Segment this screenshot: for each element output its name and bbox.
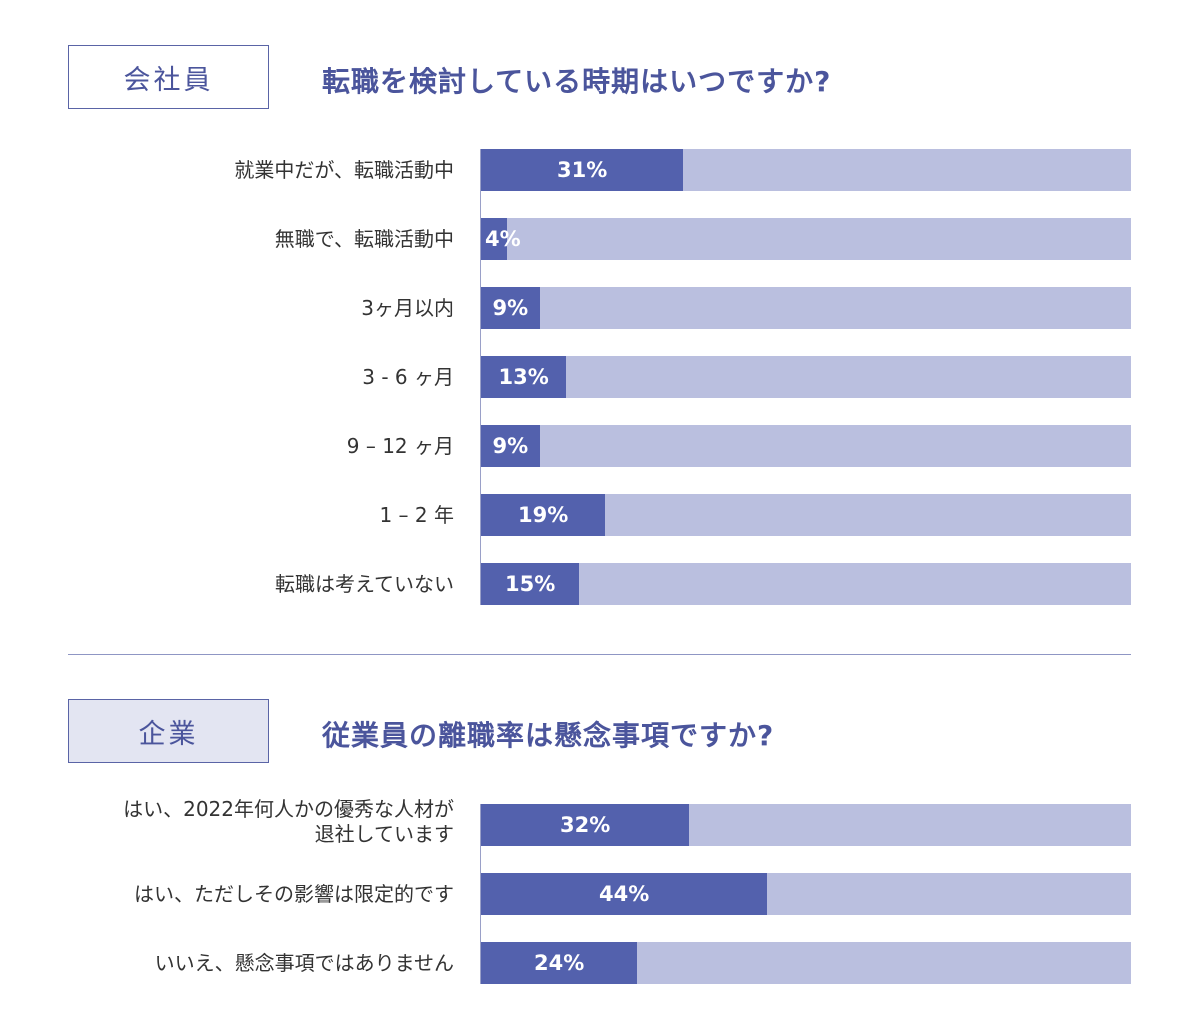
bar-row: いいえ、懸念事項ではありません 24%	[0, 942, 1201, 984]
bar-fill	[481, 563, 579, 605]
category-label: 1 – 2 年	[379, 502, 454, 527]
chart-axis-line	[480, 804, 481, 984]
bar-fill	[481, 425, 540, 467]
bar-row: はい、2022年何人かの優秀な人材が退社しています 32%	[0, 797, 1201, 846]
data-label: 9%	[492, 434, 529, 458]
bar-track: 15%	[481, 563, 1131, 605]
bar-row: 就業中だが、転職活動中 31%	[0, 149, 1201, 191]
data-label: 19%	[518, 503, 569, 527]
bar-fill	[481, 218, 507, 260]
bar-fill	[481, 149, 683, 191]
category-label: 転職は考えていない	[275, 571, 454, 596]
bar-row: 9 – 12 ヶ月 9%	[0, 425, 1201, 467]
data-label: 15%	[505, 572, 556, 596]
bar-track: 9%	[481, 287, 1131, 329]
category-label: はい、2022年何人かの優秀な人材が退社しています	[123, 797, 454, 846]
bar-fill	[481, 356, 566, 398]
data-label: 32%	[560, 813, 611, 837]
category-label: はい、ただしその影響は限定的です	[134, 881, 454, 906]
section-divider	[68, 654, 1131, 655]
bar-track: 24%	[481, 942, 1131, 984]
bar-track: 19%	[481, 494, 1131, 536]
data-label: 24%	[534, 951, 585, 975]
chart-axis-line	[480, 149, 481, 605]
bar-row: 3ヶ月以内 9%	[0, 287, 1201, 329]
bar-fill	[481, 287, 540, 329]
category-label: 3 - 6 ヶ月	[362, 364, 454, 389]
bar-row: 転職は考えていない 15%	[0, 563, 1201, 605]
bar-fill	[481, 873, 767, 915]
section-tag-companies: 企業	[68, 699, 269, 763]
bar-fill	[481, 942, 637, 984]
data-label: 4%	[485, 227, 521, 251]
question-title-employees: 転職を検討している時期はいつですか?	[322, 65, 832, 98]
bar-track: 4%	[481, 218, 1131, 260]
data-label: 9%	[492, 296, 529, 320]
bar-track: 44%	[481, 873, 1131, 915]
bar-track: 32%	[481, 804, 1131, 846]
bar-track: 13%	[481, 356, 1131, 398]
category-label: いいえ、懸念事項ではありません	[154, 950, 454, 975]
bar-fill	[481, 804, 689, 846]
bar-track: 31%	[481, 149, 1131, 191]
data-label: 31%	[557, 158, 608, 182]
section-tag-employees: 会社員	[68, 45, 269, 109]
category-label: 9 – 12 ヶ月	[346, 433, 454, 458]
bar-row: 無職で、転職活動中 4%	[0, 218, 1201, 260]
category-label: 3ヶ月以内	[361, 295, 454, 320]
bar-row: 3 - 6 ヶ月 13%	[0, 356, 1201, 398]
bar-track: 9%	[481, 425, 1131, 467]
bar-fill	[481, 494, 605, 536]
category-label: 就業中だが、転職活動中	[234, 157, 454, 182]
question-title-companies: 従業員の離職率は懸念事項ですか?	[322, 719, 775, 752]
category-label: 無職で、転職活動中	[274, 226, 454, 251]
bar-row: 1 – 2 年 19%	[0, 494, 1201, 536]
bar-row: はい、ただしその影響は限定的です 44%	[0, 873, 1201, 915]
data-label: 44%	[599, 882, 650, 906]
data-label: 13%	[498, 365, 549, 389]
